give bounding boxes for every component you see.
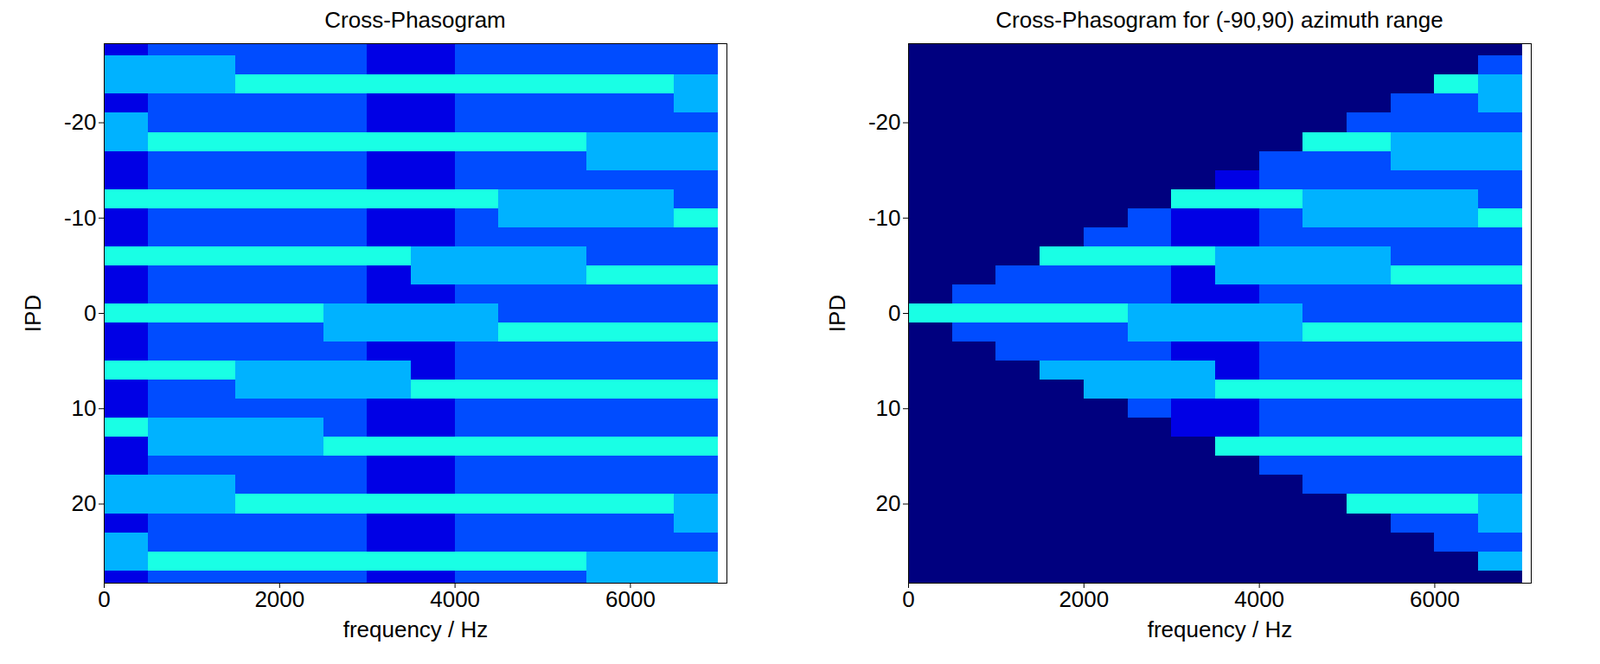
svg-text:20: 20	[71, 490, 97, 517]
svg-text:IPD: IPD	[19, 294, 46, 333]
svg-text:4000: 4000	[1234, 586, 1285, 613]
html-text:Cross-Phasogram for (-90,90) a: Cross-Phasogram for (-90,90) azimuth ran…	[995, 6, 1444, 33]
svg-text:IPD: IPD	[824, 294, 851, 333]
svg-text:0: 0	[97, 586, 110, 613]
svg-text:2000: 2000	[254, 586, 305, 613]
svg-text:6000: 6000	[605, 586, 656, 613]
svg-text:2000: 2000	[1058, 586, 1109, 613]
svg-text:0: 0	[888, 300, 901, 327]
svg-text:20: 20	[876, 490, 902, 517]
svg-text:-20: -20	[868, 108, 902, 135]
svg-text:-20: -20	[64, 108, 97, 135]
svg-text:4000: 4000	[429, 586, 480, 613]
html-text:Cross-Phasogram: Cross-Phasogram	[324, 6, 506, 33]
svg-text:0: 0	[902, 586, 915, 613]
svg-text:frequency / Hz: frequency / Hz	[343, 616, 489, 643]
svg-text:-10: -10	[64, 204, 97, 231]
svg-text:10: 10	[876, 395, 902, 422]
svg-text:10: 10	[71, 395, 97, 422]
svg-text:0: 0	[83, 300, 96, 327]
svg-text:-10: -10	[868, 204, 902, 231]
svg-text:frequency / Hz: frequency / Hz	[1147, 616, 1293, 643]
svg-text:6000: 6000	[1409, 586, 1460, 613]
